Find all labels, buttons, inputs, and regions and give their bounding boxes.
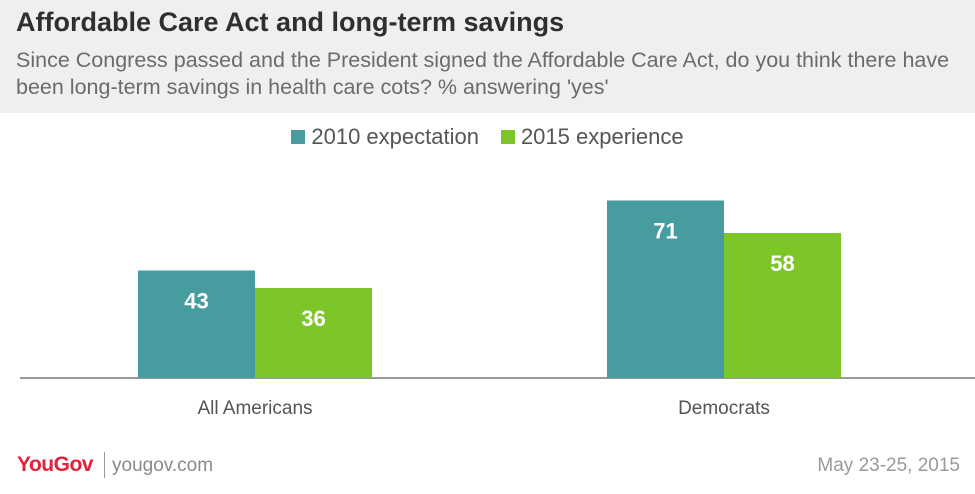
bar-all-americans-2010 [138,270,255,378]
yougov-logo: YouGov [17,453,93,476]
bar-all-americans-2015 [255,288,372,378]
legend-label-2010: 2010 expectation [311,124,479,149]
legend-item-2010: 2010 expectation [291,124,479,150]
data-label: 71 [653,219,677,244]
legend-swatch-2015 [500,130,515,144]
chart-title: Affordable Care Act and long-term saving… [16,7,565,37]
legend-item-2015: 2015 experience [500,124,684,150]
bar-democrats-2010 [607,200,724,378]
header-band: Affordable Care Act and long-term saving… [0,0,975,113]
legend-label-2015: 2015 experience [520,124,684,149]
footer-separator [104,452,105,478]
legend-swatch-2010 [291,130,306,144]
data-label: 43 [184,289,208,314]
bar-democrats-2015 [724,233,841,378]
footer-date: May 23-25, 2015 [817,455,960,476]
footer-site-link[interactable]: yougov.com [112,455,214,476]
category-label: Democrats [678,398,770,419]
chart-subtitle: Since Congress passed and the President … [16,48,950,99]
data-label: 36 [301,306,325,331]
data-label: 58 [770,251,794,276]
legend: 2010 expectation 2015 experience [0,122,975,152]
category-label: All Americans [197,398,312,419]
